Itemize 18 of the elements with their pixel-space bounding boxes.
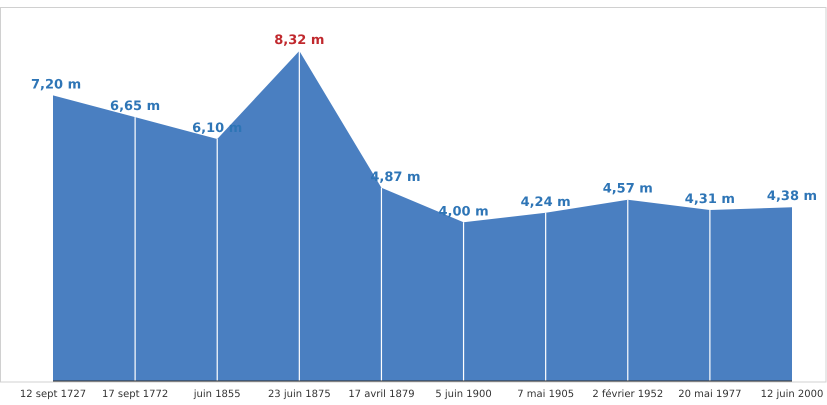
x-tick-label: 23 juin 1875: [268, 389, 331, 400]
data-label: 4,57 m: [602, 182, 653, 197]
data-label: 7,20 m: [31, 77, 82, 92]
x-tick-label: 7 mai 1905: [517, 389, 574, 400]
x-tick-label: 5 juin 1900: [435, 389, 492, 400]
x-tick-label: 20 mai 1977: [678, 389, 742, 400]
x-tick-label: 12 sept 1727: [20, 389, 86, 400]
x-tick-label: 2 février 1952: [592, 389, 664, 400]
x-tick-label: 17 sept 1772: [102, 389, 168, 400]
data-label: 8,32 m: [274, 32, 324, 48]
x-tick-label: 17 avril 1879: [348, 389, 415, 400]
data-label: 6,10 m: [192, 120, 242, 136]
x-tick-label: 12 juin 2000: [760, 389, 824, 400]
data-label: 4,38 m: [766, 189, 818, 204]
data-label: 6,65 m: [110, 99, 160, 114]
data-label: 4,24 m: [520, 194, 571, 210]
x-tick-label: juin 1855: [192, 389, 241, 400]
data-label: 4,31 m: [684, 192, 735, 208]
